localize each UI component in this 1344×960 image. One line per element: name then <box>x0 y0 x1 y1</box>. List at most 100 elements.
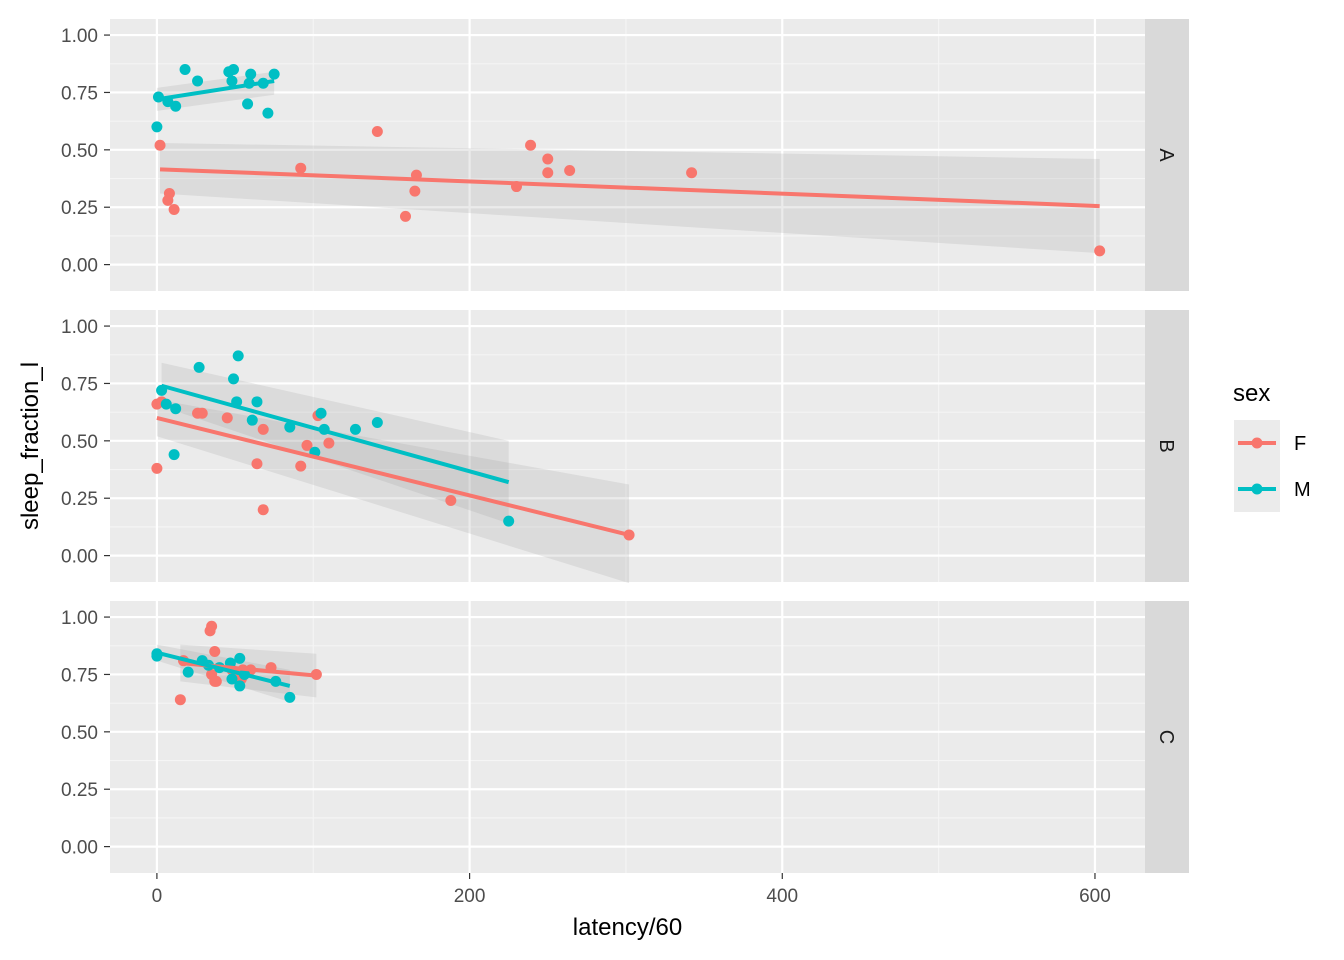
data-point-M <box>170 403 182 415</box>
x-tick-label: 0 <box>152 886 163 907</box>
legend-point-F <box>1251 437 1263 449</box>
facet-strip-label-C: C <box>1155 730 1177 744</box>
data-point-F <box>209 645 221 657</box>
y-tick-label: 0.00 <box>61 256 98 277</box>
data-point-M <box>226 75 238 87</box>
data-point-M <box>170 100 182 112</box>
data-point-F <box>542 153 554 165</box>
y-tick-label: 0.50 <box>61 723 98 744</box>
legend-point-M <box>1251 483 1263 495</box>
data-point-F <box>399 210 411 222</box>
facet-panel-C: 0.00 0.25 0.50 0.75 1.00 C <box>61 601 1189 873</box>
data-point-M <box>228 63 240 75</box>
data-point-F <box>409 185 421 197</box>
data-point-M <box>182 666 194 678</box>
facet-strip <box>1145 601 1189 873</box>
y-tick-label: 1.00 <box>61 317 98 338</box>
fit-line-M <box>161 383 510 485</box>
data-point-F <box>154 139 166 151</box>
y-tick-label: 0.50 <box>61 141 98 162</box>
data-point-M <box>503 515 515 527</box>
facet-strip <box>1145 310 1189 582</box>
legend: sex F M <box>1233 380 1311 512</box>
fit-line-M <box>156 78 275 102</box>
facet-strip-label-B: B <box>1155 439 1177 452</box>
y-tick-label: 1.00 <box>61 26 98 47</box>
data-point-M <box>246 414 258 426</box>
data-point-M <box>179 63 191 75</box>
data-point-M <box>315 407 327 419</box>
facet-panels: 0.00 0.25 0.50 0.75 1.00 A 0.00 0.25 0.50 0.75 1.0… <box>61 19 1189 873</box>
data-point-M <box>234 652 246 664</box>
y-tick-label: 0.25 <box>61 780 98 801</box>
panel-background <box>110 601 1145 873</box>
data-point-M <box>371 416 383 428</box>
data-point-F <box>564 164 576 176</box>
data-point-M <box>160 398 172 410</box>
data-point-F <box>151 462 163 474</box>
data-point-M <box>349 423 361 435</box>
data-point-M <box>193 361 205 373</box>
facet-panel-A: 0.00 0.25 0.50 0.75 1.00 A <box>61 19 1189 291</box>
x-tick-label: 200 <box>454 886 486 907</box>
data-point-F <box>542 167 554 179</box>
data-point-M <box>226 673 238 685</box>
data-point-F <box>257 423 269 435</box>
fit-line-F <box>159 167 1100 209</box>
y-tick-label: 0.75 <box>61 374 98 395</box>
x-axis: 0 200 400 600 <box>152 873 1111 907</box>
data-point-M <box>242 98 254 110</box>
data-point-F <box>221 412 233 424</box>
data-point-M <box>151 121 163 133</box>
legend-title: sex <box>1233 380 1270 407</box>
data-point-F <box>168 204 180 216</box>
data-point-M <box>268 68 280 80</box>
facet-strip <box>1145 19 1189 291</box>
data-point-F <box>1094 245 1106 257</box>
facet-strip-label-A: A <box>1155 148 1177 162</box>
y-tick-label: 0.00 <box>61 838 98 859</box>
data-point-M <box>284 421 296 433</box>
y-tick-label: 0.00 <box>61 547 98 568</box>
panel-background <box>110 19 1145 291</box>
data-point-F <box>445 495 457 507</box>
data-point-F <box>371 125 383 137</box>
data-point-M <box>262 107 274 119</box>
data-point-M <box>245 68 257 80</box>
data-point-F <box>251 458 263 470</box>
y-tick-label: 0.75 <box>61 83 98 104</box>
legend-label-M: M <box>1294 479 1311 501</box>
x-tick-label: 400 <box>766 886 798 907</box>
data-point-F <box>686 167 698 179</box>
x-axis-title: latency/60 <box>573 914 682 941</box>
data-point-F <box>174 694 186 706</box>
data-point-M <box>251 396 263 408</box>
y-tick-label: 0.25 <box>61 489 98 510</box>
y-tick-label: 0.75 <box>61 665 98 686</box>
x-tick-label: 600 <box>1079 886 1111 907</box>
data-point-F <box>525 139 537 151</box>
data-point-M <box>192 75 204 87</box>
y-tick-label: 0.50 <box>61 432 98 453</box>
data-point-F <box>301 439 313 451</box>
data-point-F <box>196 407 208 419</box>
facet-panel-B: 0.00 0.25 0.50 0.75 1.00 B <box>61 310 1189 584</box>
data-point-M <box>232 350 244 362</box>
legend-label-F: F <box>1294 433 1306 455</box>
data-point-M <box>228 373 240 385</box>
data-point-F <box>257 504 269 516</box>
confidence-band-F <box>160 142 1100 254</box>
data-point-F <box>210 675 222 687</box>
data-point-F <box>206 620 218 632</box>
y-tick-label: 0.25 <box>61 198 98 219</box>
data-point-M <box>234 680 246 692</box>
fit-line-M <box>156 650 291 688</box>
data-point-F <box>295 460 307 472</box>
fit-line-F <box>156 415 630 537</box>
y-tick-label: 1.00 <box>61 608 98 629</box>
data-point-M <box>284 691 296 703</box>
data-point-F <box>295 162 307 174</box>
data-point-M <box>168 449 180 461</box>
data-point-F <box>162 194 174 206</box>
